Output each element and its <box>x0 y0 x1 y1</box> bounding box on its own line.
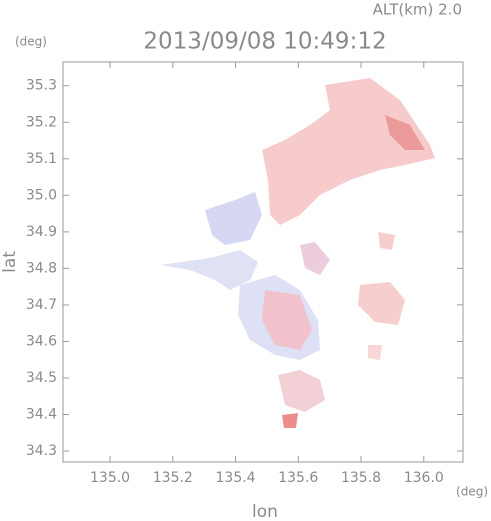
positive-region <box>385 115 425 150</box>
y-tick-label: 35.2 <box>26 114 57 130</box>
x-tick-label: 135.0 <box>90 470 130 486</box>
y-tick-label: 35.3 <box>26 78 57 94</box>
y-tick-label: 34.7 <box>26 297 57 313</box>
positive-region <box>262 78 435 225</box>
positive-region <box>368 345 382 360</box>
y-tick-label: 34.6 <box>26 333 57 349</box>
x-axis-label: lon <box>252 502 278 521</box>
plot-frame <box>62 61 464 463</box>
y-tick-label: 34.8 <box>26 260 57 276</box>
y-unit: (deg) <box>15 35 47 49</box>
altitude-label: ALT(km) 2.0 <box>373 1 462 19</box>
x-tick-label: 135.8 <box>341 470 381 486</box>
x-tick-label: 135.6 <box>278 470 318 486</box>
x-tick-label: 135.2 <box>153 470 193 486</box>
mixed-region <box>300 242 330 275</box>
positive-region <box>282 413 298 428</box>
positive-region <box>378 232 395 250</box>
positive-region <box>358 282 405 325</box>
y-tick-label: 34.3 <box>26 443 57 459</box>
mixed-region <box>278 370 325 412</box>
y-tick-label: 34.9 <box>26 224 57 240</box>
negative-region <box>160 250 258 290</box>
x-unit: (deg) <box>456 485 488 499</box>
x-tick-label: 135.4 <box>216 470 256 486</box>
y-tick-label: 34.5 <box>26 370 57 386</box>
y-tick-label: 34.4 <box>26 407 57 423</box>
x-tick-label: 136.0 <box>404 470 444 486</box>
mixed-region <box>262 290 312 350</box>
negative-region <box>205 192 262 245</box>
y-tick-label: 35.1 <box>26 151 57 167</box>
y-tick-label: 35.0 <box>26 187 57 203</box>
velocity-field <box>160 78 435 428</box>
chart-title: 2013/09/08 10:49:12 <box>143 29 386 55</box>
y-axis-label: lat <box>0 251 20 273</box>
